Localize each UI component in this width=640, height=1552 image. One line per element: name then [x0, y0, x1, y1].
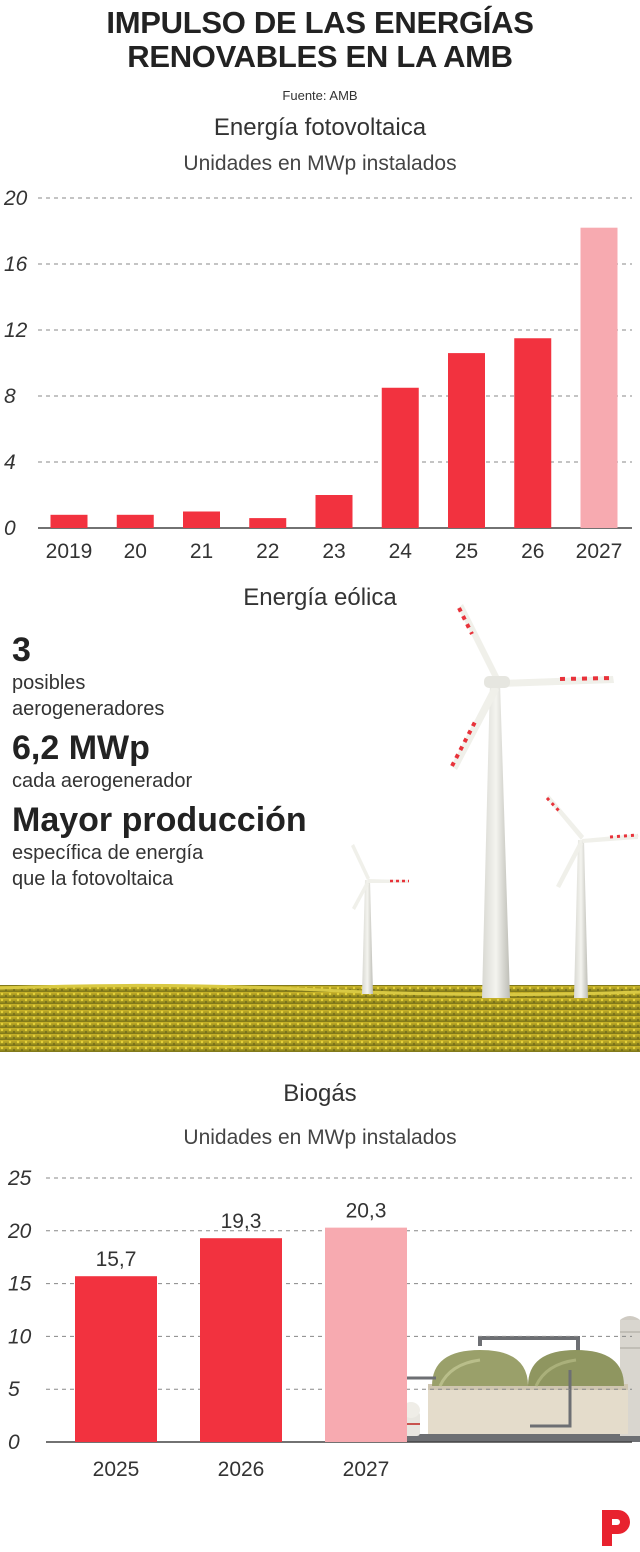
y-tick-label: 8	[4, 385, 16, 408]
stat-production: Mayor producción específica de energía q…	[12, 800, 392, 892]
stat-label-line: posibles	[12, 672, 86, 694]
x-tick-label: 20	[124, 540, 147, 563]
title-line-1: IMPULSO DE LAS ENERGÍAS	[106, 5, 534, 40]
pv-bar-chart: 0 4 8 12 16 20 2019 20 21 22 23 24 25 26 2027	[3, 187, 632, 563]
bar	[183, 511, 220, 528]
wind-turbine-large	[450, 604, 615, 998]
data-label: 19,3	[221, 1210, 262, 1233]
stat-label-line: específica de energía	[12, 842, 204, 864]
stat-label-line: cada aerogenerador	[12, 770, 193, 792]
y-tick-label: 0	[8, 1431, 20, 1454]
bar	[75, 1276, 157, 1442]
x-tick-label: 2027	[576, 540, 623, 563]
data-label: 20,3	[346, 1200, 387, 1223]
bar	[514, 338, 552, 528]
stat-value: Mayor producción	[12, 801, 307, 839]
bar	[200, 1238, 282, 1442]
infographic-title: IMPULSO DE LAS ENERGÍAS RENOVABLES EN LA…	[0, 6, 640, 74]
x-tick-label: 2025	[93, 1458, 140, 1481]
x-tick-label: 25	[455, 540, 478, 563]
y-tick-label: 20	[3, 187, 28, 210]
y-tick-label: 15	[8, 1273, 32, 1296]
y-tick-label: 12	[4, 319, 28, 342]
y-tick-label: 10	[8, 1325, 32, 1348]
bar	[448, 353, 485, 528]
stat-value: 6,2 MWp	[12, 729, 150, 767]
wind-turbine-right	[545, 795, 639, 998]
y-tick-label: 16	[4, 253, 28, 276]
bar	[580, 227, 618, 528]
bar	[315, 495, 353, 528]
x-tick-label: 23	[322, 540, 345, 563]
wind-turbine-small	[351, 844, 409, 994]
x-tick-label: 2019	[46, 540, 93, 563]
pv-chart-subtitle: Unidades en MWp instalados	[183, 152, 457, 175]
x-tick-label: 22	[256, 540, 279, 563]
y-tick-label: 25	[7, 1167, 32, 1190]
stat-value: 3	[12, 631, 31, 669]
stat-label: específica de energía que la fotovoltaic…	[12, 840, 392, 892]
x-tick-label: 24	[389, 540, 413, 563]
bar	[381, 387, 419, 528]
wind-section-title: Energía eólica	[243, 584, 397, 611]
y-tick-label: 5	[8, 1378, 20, 1401]
title-line-2: RENOVABLES EN LA AMB	[127, 39, 513, 74]
stat-turbines: 3 posibles aerogeneradores	[12, 630, 392, 722]
wind-stats: 3 posibles aerogeneradores 6,2 MWp cada …	[12, 630, 392, 898]
y-tick-label: 20	[7, 1220, 32, 1243]
x-tick-label: 21	[190, 540, 213, 563]
y-tick-label: 4	[4, 451, 16, 474]
data-label: 15,7	[96, 1248, 137, 1271]
stat-label-line: aerogeneradores	[12, 698, 165, 720]
source-note: Fuente: AMB	[282, 88, 358, 103]
stat-power: 6,2 MWp cada aerogenerador	[12, 728, 392, 794]
pv-chart-title: Energía fotovoltaica	[213, 114, 427, 141]
rapeseed-field	[0, 985, 640, 1052]
stat-label: posibles aerogeneradores	[12, 670, 392, 722]
wind-farm-illustration	[0, 604, 640, 1052]
x-tick-label: 2026	[218, 1458, 265, 1481]
bar	[249, 518, 287, 528]
bar	[116, 514, 154, 528]
x-tick-label: 2027	[343, 1458, 390, 1481]
x-tick-label: 26	[521, 540, 544, 563]
y-tick-label: 0	[4, 517, 16, 540]
stat-label: cada aerogenerador	[12, 768, 392, 794]
bar	[50, 514, 88, 528]
bar	[325, 1227, 407, 1442]
publisher-logo-icon	[602, 1510, 630, 1546]
biogas-chart-subtitle: Unidades en MWp instalados	[183, 1126, 457, 1149]
stat-label-line: que la fotovoltaica	[12, 868, 174, 890]
biogas-chart-title: Biogás	[283, 1080, 357, 1107]
